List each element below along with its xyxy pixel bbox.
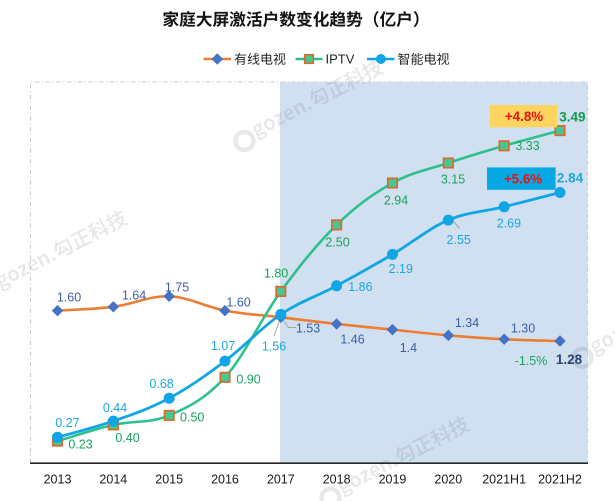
svg-text:2.50: 2.50 bbox=[325, 235, 349, 249]
svg-text:1.28: 1.28 bbox=[556, 352, 583, 367]
svg-text:2.94: 2.94 bbox=[384, 193, 408, 207]
svg-text:+5.6%: +5.6% bbox=[504, 172, 542, 187]
svg-text:3.49: 3.49 bbox=[559, 110, 585, 125]
svg-text:-1.5%: -1.5% bbox=[515, 354, 548, 368]
svg-text:2.19: 2.19 bbox=[389, 262, 413, 276]
svg-text:3.15: 3.15 bbox=[441, 172, 465, 186]
svg-text:2014: 2014 bbox=[99, 472, 127, 486]
svg-text:2021H1: 2021H1 bbox=[482, 472, 526, 486]
svg-text:1.53: 1.53 bbox=[296, 321, 320, 335]
svg-text:+4.8%: +4.8% bbox=[505, 109, 543, 124]
svg-text:2.84: 2.84 bbox=[557, 171, 584, 186]
svg-text:0.40: 0.40 bbox=[115, 431, 139, 445]
svg-text:1.4: 1.4 bbox=[400, 341, 417, 355]
svg-text:0.23: 0.23 bbox=[68, 438, 92, 452]
svg-text:0.90: 0.90 bbox=[236, 372, 260, 386]
svg-text:2.69: 2.69 bbox=[497, 216, 521, 230]
svg-text:IPTV: IPTV bbox=[326, 52, 355, 67]
svg-text:1.07: 1.07 bbox=[211, 339, 235, 353]
svg-text:2020: 2020 bbox=[434, 472, 462, 486]
svg-text:2.55: 2.55 bbox=[447, 233, 471, 247]
svg-text:1.64: 1.64 bbox=[122, 288, 146, 302]
svg-text:1.34: 1.34 bbox=[455, 316, 479, 330]
svg-text:2021H2: 2021H2 bbox=[538, 472, 582, 486]
svg-text:2015: 2015 bbox=[155, 472, 183, 486]
svg-text:2016: 2016 bbox=[211, 472, 239, 486]
svg-text:2017: 2017 bbox=[267, 472, 295, 486]
svg-text:2018: 2018 bbox=[323, 472, 351, 486]
svg-text:1.30: 1.30 bbox=[511, 321, 535, 335]
svg-text:1.80: 1.80 bbox=[264, 267, 288, 281]
svg-text:3.33: 3.33 bbox=[515, 139, 539, 153]
svg-text:0.27: 0.27 bbox=[55, 416, 79, 430]
svg-text:0.44: 0.44 bbox=[103, 401, 127, 415]
svg-text:0.50: 0.50 bbox=[180, 411, 204, 425]
svg-text:2019: 2019 bbox=[379, 472, 407, 486]
svg-text:0.68: 0.68 bbox=[149, 377, 173, 391]
svg-text:1.60: 1.60 bbox=[57, 290, 81, 304]
svg-text:1.56: 1.56 bbox=[262, 339, 286, 353]
svg-text:2013: 2013 bbox=[44, 472, 72, 486]
svg-text:1.86: 1.86 bbox=[348, 280, 372, 294]
svg-text:1.46: 1.46 bbox=[340, 332, 364, 346]
svg-text:1.60: 1.60 bbox=[226, 295, 250, 309]
svg-text:1.75: 1.75 bbox=[165, 280, 189, 294]
